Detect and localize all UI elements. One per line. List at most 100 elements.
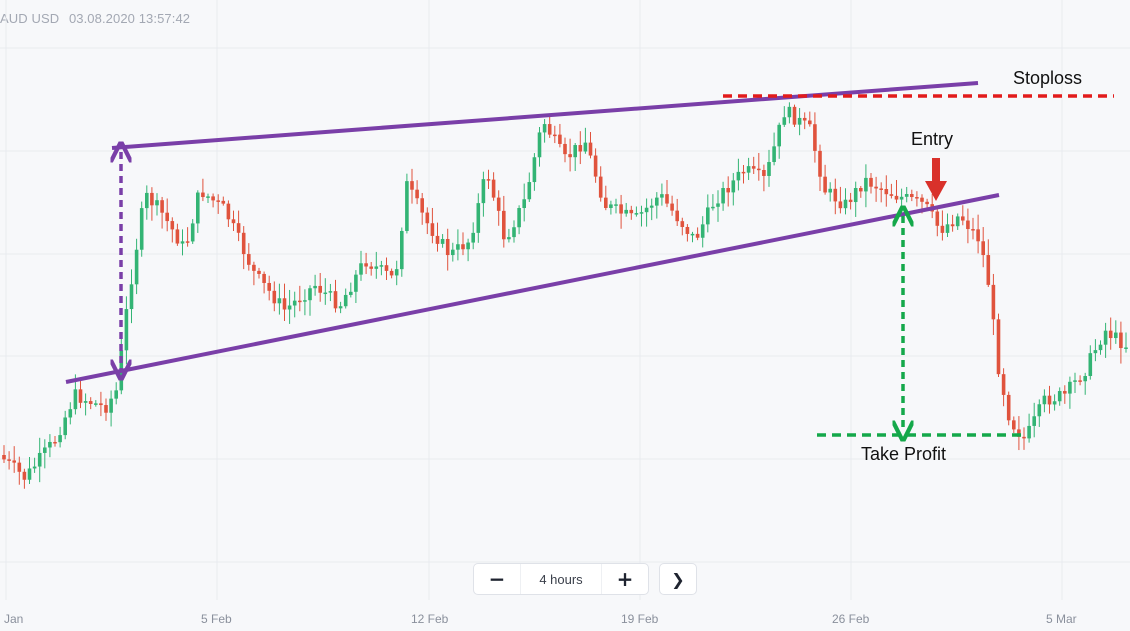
scroll-forward-button[interactable]: ❯ xyxy=(659,563,697,595)
candle-body xyxy=(869,177,873,187)
candle xyxy=(843,188,848,215)
candle-body xyxy=(685,226,690,234)
candle xyxy=(848,192,853,210)
candle xyxy=(1103,322,1108,358)
candle-body xyxy=(134,249,139,285)
candle xyxy=(711,194,715,211)
candle-body xyxy=(241,232,246,255)
candle xyxy=(507,228,511,243)
candle-body xyxy=(349,291,353,295)
candle xyxy=(568,138,572,172)
candle-body xyxy=(578,145,583,152)
candle xyxy=(476,193,481,243)
candle xyxy=(889,183,894,199)
candle-body xyxy=(848,199,853,203)
candle xyxy=(553,125,557,144)
chart-header: AUD USD 03.08.2020 13:57:42 xyxy=(0,11,196,26)
candle-body xyxy=(950,224,955,227)
candle xyxy=(48,434,52,458)
candle-body xyxy=(303,300,307,302)
candle-body xyxy=(1001,374,1006,395)
candle xyxy=(670,195,674,216)
candle-body xyxy=(1083,376,1087,382)
candle-body xyxy=(522,199,526,209)
candle xyxy=(359,250,363,281)
candle xyxy=(976,214,980,254)
symbol-label: AUD USD xyxy=(0,11,60,26)
candle xyxy=(247,243,251,271)
candle xyxy=(797,108,802,136)
zoom-in-button[interactable]: + xyxy=(616,567,634,591)
candle xyxy=(241,226,246,270)
candle-body xyxy=(940,225,945,233)
candle xyxy=(1017,416,1021,451)
chart-grid xyxy=(0,0,1130,600)
candles xyxy=(2,102,1128,489)
candle xyxy=(966,208,970,244)
entry-label: Entry xyxy=(911,129,953,149)
candle-body xyxy=(1006,394,1011,421)
candle-body xyxy=(986,255,991,285)
candle xyxy=(236,210,241,242)
candle xyxy=(578,131,583,165)
candle xyxy=(425,207,430,235)
candle xyxy=(522,183,526,222)
timeframe-label[interactable]: 4 hours xyxy=(520,564,602,594)
candle-body xyxy=(292,300,297,306)
candle xyxy=(1057,387,1062,406)
candle-body xyxy=(155,200,159,206)
candle xyxy=(2,445,6,463)
candle-body xyxy=(410,181,414,190)
candle xyxy=(874,176,878,202)
candle xyxy=(527,172,532,202)
candle xyxy=(37,437,42,483)
candle xyxy=(537,127,542,167)
candle xyxy=(145,185,149,220)
candle xyxy=(833,178,838,215)
candle xyxy=(420,192,424,225)
candle-body xyxy=(1042,395,1047,405)
x-tick-label: 26 Feb xyxy=(832,612,870,626)
candle-body xyxy=(58,435,62,443)
candle xyxy=(930,193,934,219)
candle-body xyxy=(614,204,618,206)
candle-body xyxy=(323,292,328,295)
candle xyxy=(869,172,873,194)
candle-body xyxy=(808,120,812,125)
candle-body xyxy=(1027,425,1031,439)
candle-body xyxy=(221,200,226,204)
candle xyxy=(139,201,144,257)
candle xyxy=(904,186,909,203)
candle xyxy=(379,260,384,276)
x-tick-label: 12 Feb xyxy=(411,612,449,626)
candle xyxy=(292,291,297,318)
zoom-out-button[interactable]: − xyxy=(488,567,506,591)
candle xyxy=(660,183,664,206)
candle xyxy=(899,188,904,207)
datetime-label: 03.08.2020 13:57:42 xyxy=(68,11,191,26)
candle xyxy=(221,196,226,206)
candle-body xyxy=(165,212,169,222)
candle-body xyxy=(864,177,868,192)
candle xyxy=(389,268,394,279)
candle xyxy=(695,227,700,241)
candle-body xyxy=(22,471,27,480)
candle-body xyxy=(593,155,598,177)
candle-body xyxy=(981,241,985,256)
candle-body xyxy=(425,212,430,224)
candle xyxy=(78,380,83,409)
candle-body xyxy=(1057,391,1062,402)
candle-body xyxy=(721,188,725,204)
candle-body xyxy=(833,188,838,202)
candle xyxy=(624,202,628,217)
candle-body xyxy=(553,134,557,137)
candle xyxy=(884,175,889,207)
candle xyxy=(563,137,567,163)
candle-body xyxy=(762,170,766,176)
candle-body xyxy=(435,235,440,244)
candle-body xyxy=(512,227,516,238)
candle xyxy=(1012,416,1016,434)
candle-body xyxy=(73,389,78,410)
candle-body xyxy=(706,207,710,225)
